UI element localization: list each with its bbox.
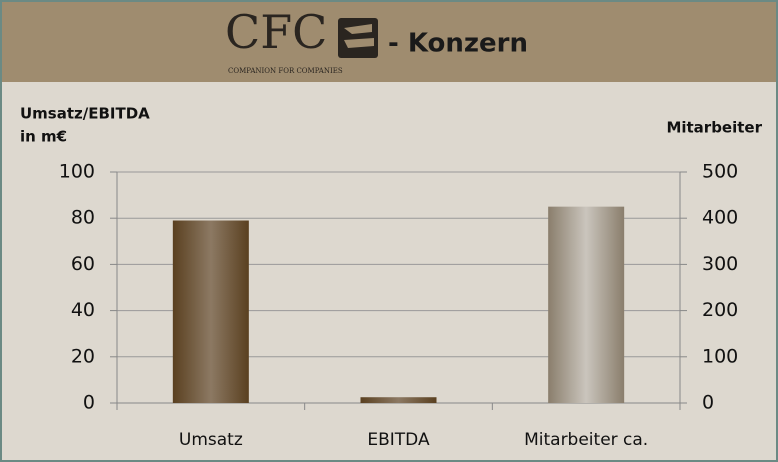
y-tick-label: 100	[59, 161, 95, 183]
y-axis-label: Umsatz/EBITDA	[20, 105, 150, 123]
bar	[548, 206, 625, 403]
y2-axis-label: Mitarbeiter	[666, 119, 762, 137]
y2-tick-label: 400	[702, 207, 738, 229]
tagline: COMPANION FOR COMPANIES	[228, 67, 343, 75]
y-tick-label: 40	[71, 299, 95, 321]
y2-tick-label: 100	[702, 345, 738, 367]
header-title: - Konzern	[388, 29, 528, 59]
x-tick-label: EBITDA	[367, 430, 430, 450]
y-tick-label: 80	[71, 207, 95, 229]
y-axis-label: in m€	[20, 128, 67, 146]
y-tick-label: 20	[71, 345, 95, 367]
logo-icon	[338, 18, 378, 58]
x-tick-label: Mitarbeiter ca.	[524, 430, 648, 450]
x-tick-label: Umsatz	[179, 430, 243, 450]
y-tick-label: 60	[71, 253, 95, 275]
bar	[360, 397, 437, 403]
logo: CFC	[225, 5, 327, 59]
y-tick-label: 0	[83, 392, 95, 414]
header-band	[2, 2, 776, 82]
y2-tick-label: 300	[702, 253, 738, 275]
y2-tick-label: 500	[702, 161, 738, 183]
y2-tick-label: 200	[702, 299, 738, 321]
bar	[172, 220, 249, 403]
y2-tick-label: 0	[702, 392, 714, 414]
